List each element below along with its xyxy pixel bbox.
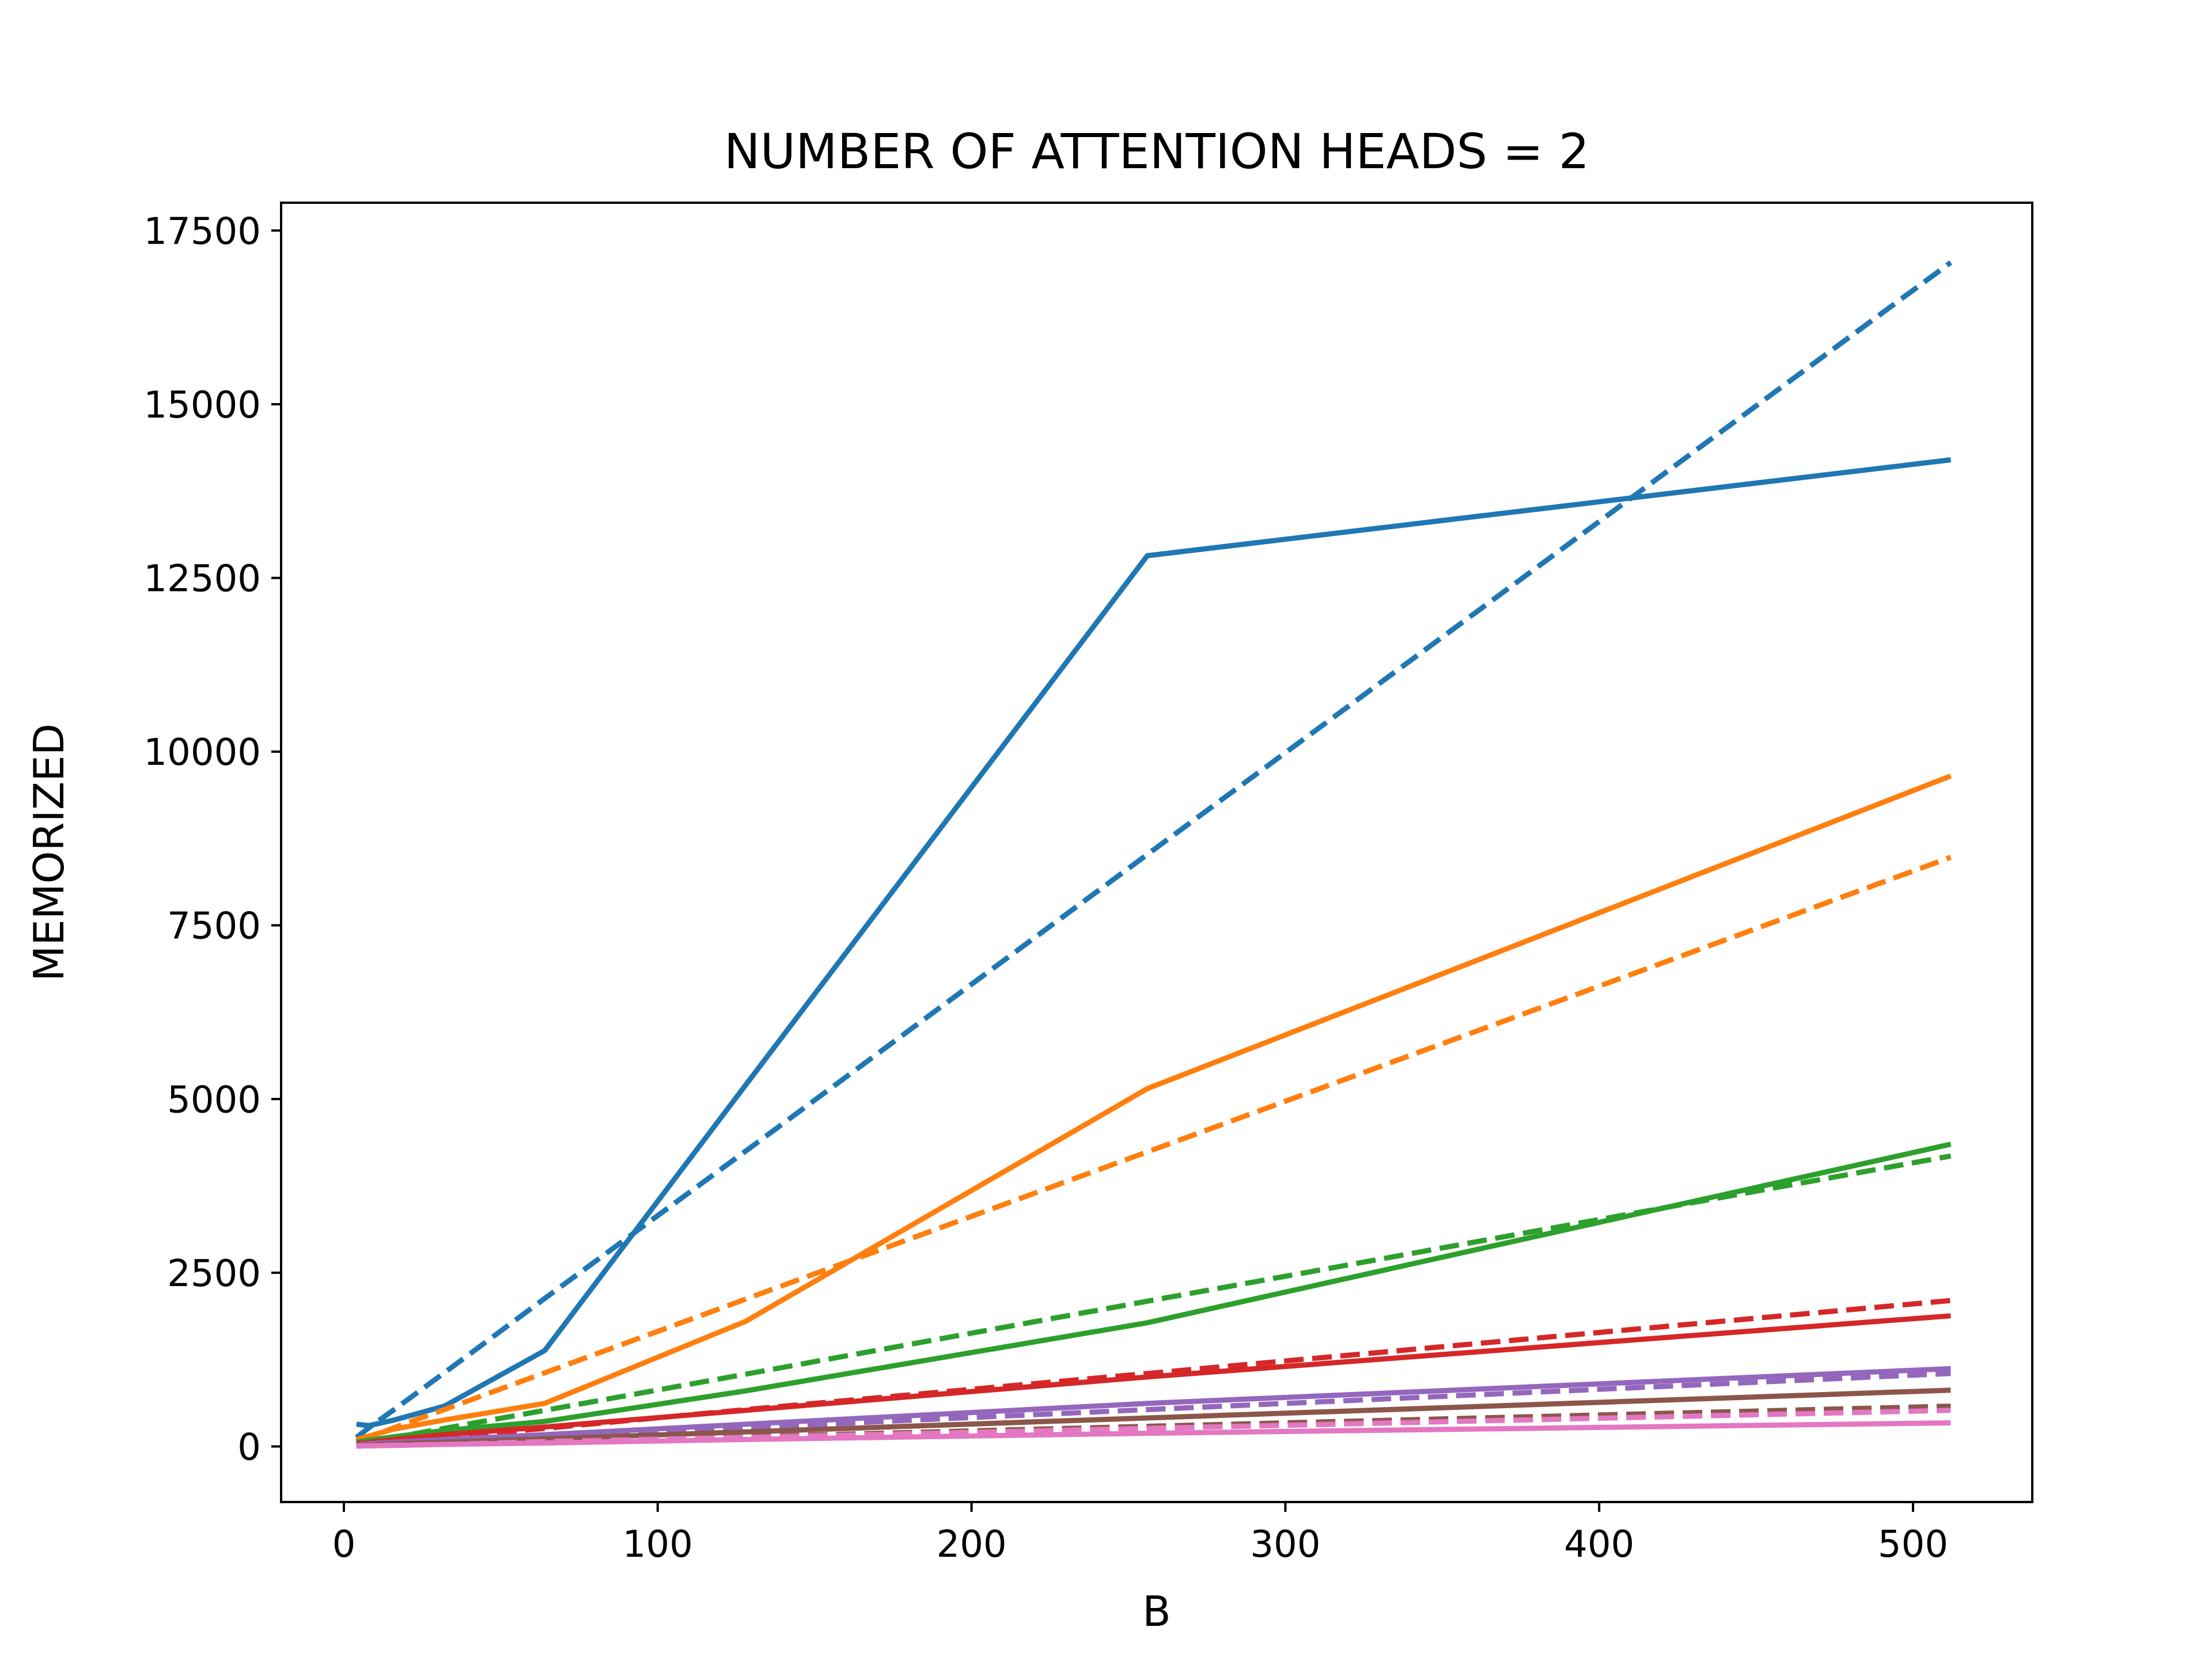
y-tick-label: 5000 (167, 1079, 261, 1121)
x-tick-label: 500 (1878, 1523, 1948, 1566)
y-axis-ticks: 0 2500 5000 7500 10000 12500 15000 17500 (143, 210, 281, 1469)
series-line-0-solid (356, 457, 1951, 1428)
chart-title: NUMBER OF ATTENTION HEADS = 2 (724, 123, 1589, 180)
y-axis-label: MEMORIZED (25, 723, 73, 981)
y-tick-label: 15000 (143, 384, 261, 427)
y-tick-label: 7500 (167, 905, 261, 948)
x-tick-label: 300 (1250, 1523, 1320, 1566)
y-tick-label: 0 (237, 1426, 261, 1469)
x-axis-label: B (1142, 1587, 1171, 1636)
x-tick-label: 0 (332, 1523, 356, 1566)
series-line-3-dashed (355, 855, 1952, 1444)
y-tick-label: 12500 (143, 558, 261, 600)
x-tick-label: 200 (936, 1523, 1006, 1566)
y-tick-label: 17500 (143, 210, 261, 253)
x-tick-label: 400 (1564, 1523, 1634, 1566)
y-tick-label: 2500 (167, 1253, 261, 1295)
series-line-13-dashed (356, 1408, 1951, 1449)
x-axis-ticks: 0 100 200 300 400 500 (332, 1502, 1948, 1566)
x-tick-label: 100 (623, 1523, 693, 1566)
y-tick-label: 10000 (143, 731, 261, 774)
series-layer (355, 260, 1953, 1449)
plot-frame (280, 202, 2033, 1503)
series-line-1-dashed (355, 260, 1953, 1440)
